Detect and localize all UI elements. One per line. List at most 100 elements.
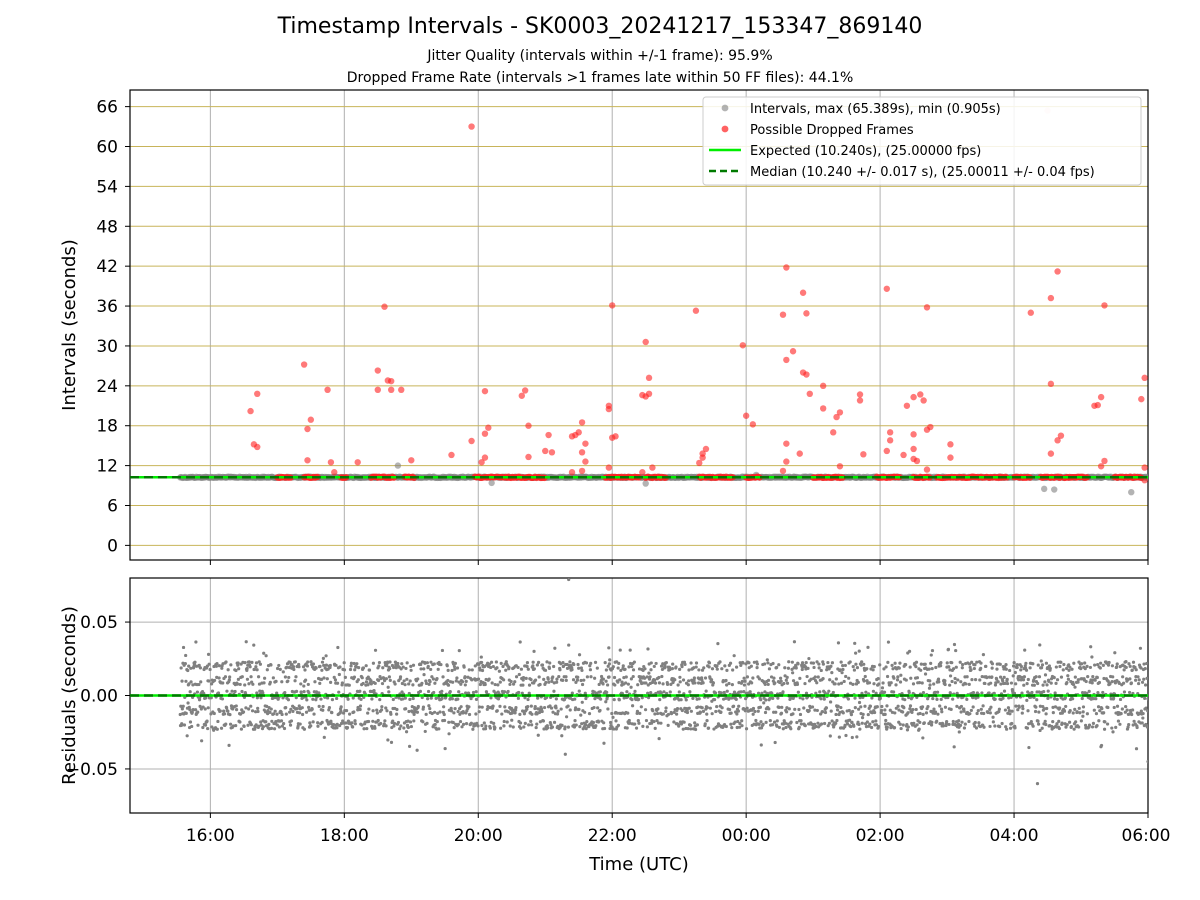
- residual-point: [235, 682, 240, 686]
- residual-point: [957, 730, 961, 734]
- residual-point: [604, 700, 608, 704]
- residual-point: [561, 678, 565, 682]
- residual-point: [622, 696, 626, 700]
- residual-point: [226, 668, 230, 672]
- residual-point: [883, 708, 887, 712]
- residual-point: [461, 722, 466, 726]
- dropped-point: [833, 413, 840, 421]
- residual-point: [901, 710, 905, 714]
- residual-point: [467, 712, 472, 717]
- residual-point: [1004, 725, 1008, 729]
- residual-point: [400, 662, 404, 666]
- residual-point: [932, 707, 936, 711]
- residual-point: [631, 668, 636, 672]
- residual-point: [943, 705, 948, 709]
- residual-point: [540, 663, 545, 667]
- residual-point: [767, 667, 772, 671]
- residual-point: [775, 665, 779, 670]
- residual-point: [1112, 696, 1116, 700]
- residual-point: [862, 662, 866, 666]
- residual-point: [871, 668, 875, 672]
- residual-point: [689, 709, 693, 713]
- residual-point: [1135, 725, 1139, 730]
- residual-point: [257, 724, 261, 728]
- x-tick-label: 00:00: [722, 826, 771, 846]
- residual-point: [1025, 726, 1030, 730]
- residual-point: [918, 711, 922, 716]
- residual-point: [727, 681, 731, 686]
- residual-point: [255, 696, 259, 700]
- residual-point: [1046, 689, 1050, 693]
- residual-point: [376, 678, 381, 683]
- residual-point: [286, 698, 291, 702]
- residual-point: [1054, 665, 1058, 669]
- residual-point: [629, 677, 633, 681]
- dropped-point: [485, 424, 492, 431]
- residual-point: [568, 708, 572, 712]
- residual-point: [804, 661, 808, 665]
- residual-point: [935, 697, 939, 701]
- residual-point: [675, 707, 680, 711]
- residual-point: [985, 675, 989, 680]
- dropped-point: [692, 307, 700, 314]
- residual-point: [455, 666, 460, 670]
- residual-point: [552, 664, 556, 669]
- residual-point: [830, 671, 834, 675]
- residual-point: [689, 727, 693, 731]
- residual-point: [509, 679, 513, 684]
- residual-point: [1019, 668, 1023, 672]
- residual-point: [601, 682, 605, 686]
- residual-point: [906, 725, 910, 729]
- residual-point: [995, 667, 999, 671]
- residual-point: [879, 708, 884, 712]
- residual-point: [996, 680, 1000, 684]
- residual-point: [1071, 711, 1075, 715]
- residual-point: [1071, 682, 1076, 687]
- residual-point: [776, 696, 780, 700]
- residual-point: [584, 727, 588, 731]
- residual-point: [718, 660, 722, 664]
- residual-point: [189, 680, 193, 684]
- residual-point: [607, 675, 611, 679]
- residual-point: [234, 708, 239, 712]
- residual-point: [948, 668, 952, 672]
- residual-point: [1095, 723, 1099, 728]
- residual-point: [716, 642, 720, 646]
- residual-point: [574, 706, 578, 710]
- residual-point: [907, 690, 911, 695]
- residual-point: [314, 698, 318, 702]
- residual-point: [1010, 721, 1014, 726]
- residual-point: [915, 676, 920, 680]
- residual-point: [1055, 678, 1060, 682]
- residual-point: [361, 666, 366, 670]
- residual-point: [423, 729, 427, 734]
- residual-point: [819, 697, 823, 701]
- residual-point: [197, 663, 201, 667]
- residual-point: [247, 707, 251, 711]
- dropped-point: [806, 390, 813, 398]
- residual-point: [593, 660, 598, 665]
- residual-point: [1080, 662, 1084, 666]
- y-axis-label: Residuals (seconds): [59, 606, 80, 785]
- dropped-point: [923, 466, 931, 473]
- residual-point: [967, 662, 972, 666]
- residual-point: [437, 727, 441, 731]
- residual-point: [945, 661, 949, 665]
- residual-point: [648, 675, 652, 679]
- residual-point: [1039, 659, 1043, 663]
- residual-point: [324, 663, 329, 667]
- residual-point: [477, 705, 482, 709]
- residual-point: [259, 696, 263, 700]
- residual-point: [380, 705, 384, 709]
- residual-point: [401, 697, 405, 701]
- residual-point: [339, 721, 344, 726]
- residual-point: [304, 678, 308, 682]
- residual-point: [686, 683, 690, 687]
- residual-point: [457, 649, 461, 653]
- dropped-point: [468, 437, 475, 445]
- chart-subtitle-jitter: Jitter Quality (intervals within +/-1 fr…: [427, 48, 773, 64]
- residual-point: [503, 705, 507, 709]
- residual-point: [710, 667, 715, 671]
- residual-point: [265, 668, 269, 672]
- residual-point: [330, 698, 335, 702]
